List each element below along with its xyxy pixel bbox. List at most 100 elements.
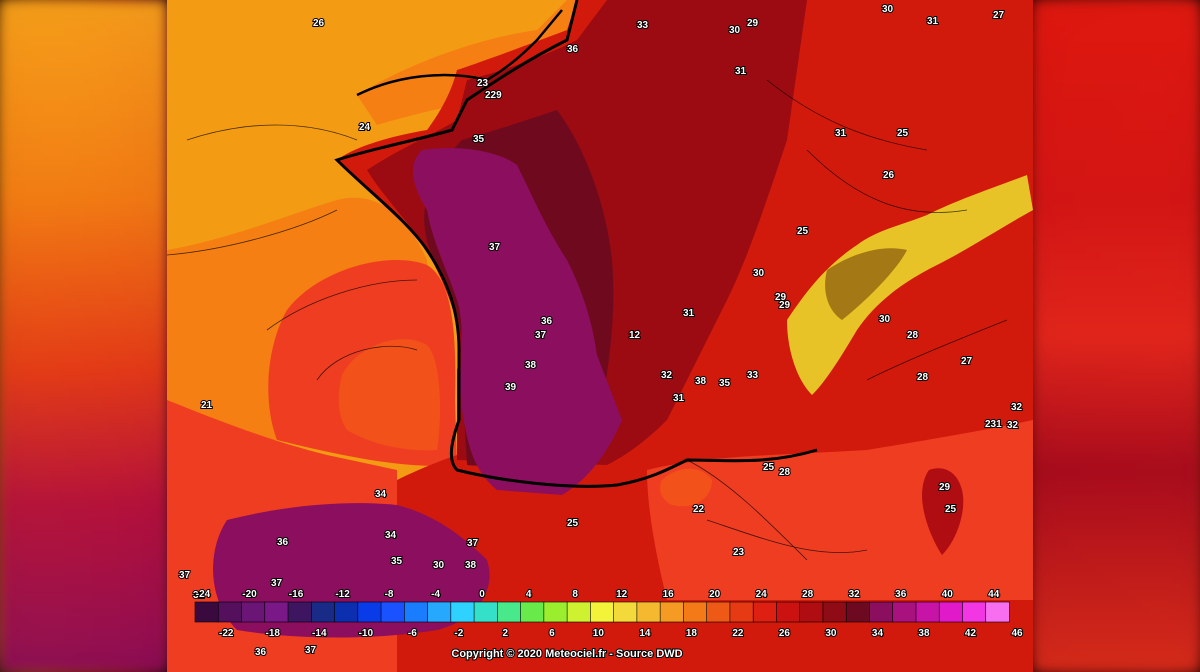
- temperature-label: 35: [391, 556, 403, 567]
- color-scale-swatch: [404, 601, 429, 623]
- color-scale-swatch: [845, 601, 871, 623]
- temperature-label: 37: [305, 645, 317, 656]
- color-scale-bottom-tick: 34: [872, 628, 884, 639]
- alps-dark: [825, 248, 907, 320]
- color-scale-swatch: [659, 601, 685, 623]
- color-scale-swatch: [310, 601, 336, 623]
- temperature-label: 31: [193, 590, 205, 601]
- temperature-label: 37: [489, 242, 501, 253]
- left-blur-panel: [0, 0, 167, 672]
- color-scale-bottom-tick: 2: [503, 628, 509, 639]
- color-scale-top-tick: -4: [431, 589, 440, 600]
- color-scale-swatch: [334, 601, 359, 623]
- color-scale-bottom-tick: 14: [639, 628, 651, 639]
- color-scale-swatch: [962, 601, 987, 623]
- copyright-text: Copyright © 2020 Meteociel.fr - Source D…: [451, 648, 682, 660]
- temperature-label: 35: [719, 378, 731, 389]
- color-scale-swatch: [613, 601, 638, 623]
- temperature-label: 25: [567, 518, 579, 529]
- temperature-label: 36: [567, 44, 579, 55]
- color-scale-top-tick: -16: [289, 589, 304, 600]
- color-scale-top-tick: 8: [572, 589, 578, 600]
- temperature-label: 27: [993, 10, 1005, 21]
- color-scale-bottom-tick: 30: [825, 628, 837, 639]
- temperature-label: 30: [433, 560, 445, 571]
- temperature-label: 35: [473, 134, 485, 145]
- color-scale-top-tick: -24: [196, 589, 211, 600]
- color-scale-top-tick: 32: [849, 589, 861, 600]
- color-scale-bottom-tick: -6: [408, 628, 417, 639]
- right-blur-panel: [1033, 0, 1200, 672]
- color-scale-swatch: [194, 601, 220, 623]
- temperature-label: 28: [779, 467, 791, 478]
- temperature-label: 229: [485, 90, 502, 101]
- color-scale-top-tick: 16: [663, 589, 675, 600]
- temperature-label: 37: [179, 570, 191, 581]
- color-scale-swatch: [892, 601, 917, 623]
- color-scale-swatch: [706, 601, 731, 623]
- temperature-label: 28: [917, 372, 929, 383]
- temperature-label: 34: [375, 489, 387, 500]
- color-scale-swatch: [776, 601, 801, 623]
- color-scale-swatch: [497, 601, 522, 623]
- temperature-label: 26: [313, 18, 325, 29]
- color-scale-top-tick: 28: [802, 589, 814, 600]
- temperature-label: 31: [673, 393, 685, 404]
- temperature-label: 37: [271, 578, 283, 589]
- color-scale-swatch: [357, 601, 382, 623]
- temperature-label: 32: [1011, 402, 1023, 413]
- temperature-label: 23: [733, 547, 745, 558]
- color-scale-swatch: [590, 601, 615, 623]
- color-scale-top-tick: 12: [616, 589, 628, 600]
- temperature-label: 38: [465, 560, 477, 571]
- temperature-label: 25: [797, 226, 809, 237]
- temperature-label: 32: [661, 370, 673, 381]
- temperature-label: 23: [477, 78, 489, 89]
- temperature-label: 34: [385, 530, 397, 541]
- color-scale-swatch: [915, 601, 941, 623]
- color-scale-top-tick: 24: [756, 589, 768, 600]
- temperature-label: 29: [939, 482, 951, 493]
- temperature-label: 38: [525, 360, 537, 371]
- color-scale-top-tick: -8: [385, 589, 394, 600]
- color-scale-swatch: [799, 601, 824, 623]
- color-scale-swatch: [473, 601, 499, 623]
- color-scale-top-tick: 0: [479, 589, 485, 600]
- color-scale-swatch: [380, 601, 406, 623]
- color-scale-swatch: [636, 601, 661, 623]
- temperature-label: 29: [779, 300, 791, 311]
- color-scale-top-tick: -20: [242, 589, 257, 600]
- color-scale-bottom-tick: 42: [965, 628, 977, 639]
- color-scale-top-tick: 20: [709, 589, 721, 600]
- isotherm-contours: [167, 79, 1008, 561]
- temperature-label: 33: [747, 370, 759, 381]
- color-scale-bottom-tick: 18: [686, 628, 698, 639]
- color-scale-top-tick: 4: [526, 589, 532, 600]
- temperature-label: 36: [541, 316, 553, 327]
- temperature-label: 25: [897, 128, 909, 139]
- temperature-label: 30: [879, 314, 891, 325]
- color-scale-top-tick: -12: [335, 589, 350, 600]
- color-scale-bottom-tick: -18: [266, 628, 281, 639]
- color-scale-bottom-tick: -22: [219, 628, 234, 639]
- temperature-label: 37: [535, 330, 547, 341]
- temperature-label: 21: [201, 400, 213, 411]
- temperature-label: 26: [883, 170, 895, 181]
- temperature-label: 27: [961, 356, 973, 367]
- color-scale-bottom-tick: 46: [1011, 628, 1023, 639]
- temperature-label: 36: [255, 647, 267, 658]
- color-scale-bottom-tick: 26: [779, 628, 791, 639]
- color-scale-top-tick: 44: [988, 589, 1000, 600]
- temperature-label: 24: [359, 122, 371, 133]
- temperature-label: 30: [753, 268, 765, 279]
- biscay-inner: [338, 339, 440, 451]
- color-scale-swatch: [520, 601, 545, 623]
- alps-yellow: [787, 175, 1033, 395]
- color-scale-bottom-tick: -10: [359, 628, 374, 639]
- temperature-label: 12: [629, 330, 641, 341]
- temperature-label: 25: [945, 504, 957, 515]
- color-scale-bottom-tick: 22: [732, 628, 744, 639]
- temperature-label: 32: [1007, 420, 1019, 431]
